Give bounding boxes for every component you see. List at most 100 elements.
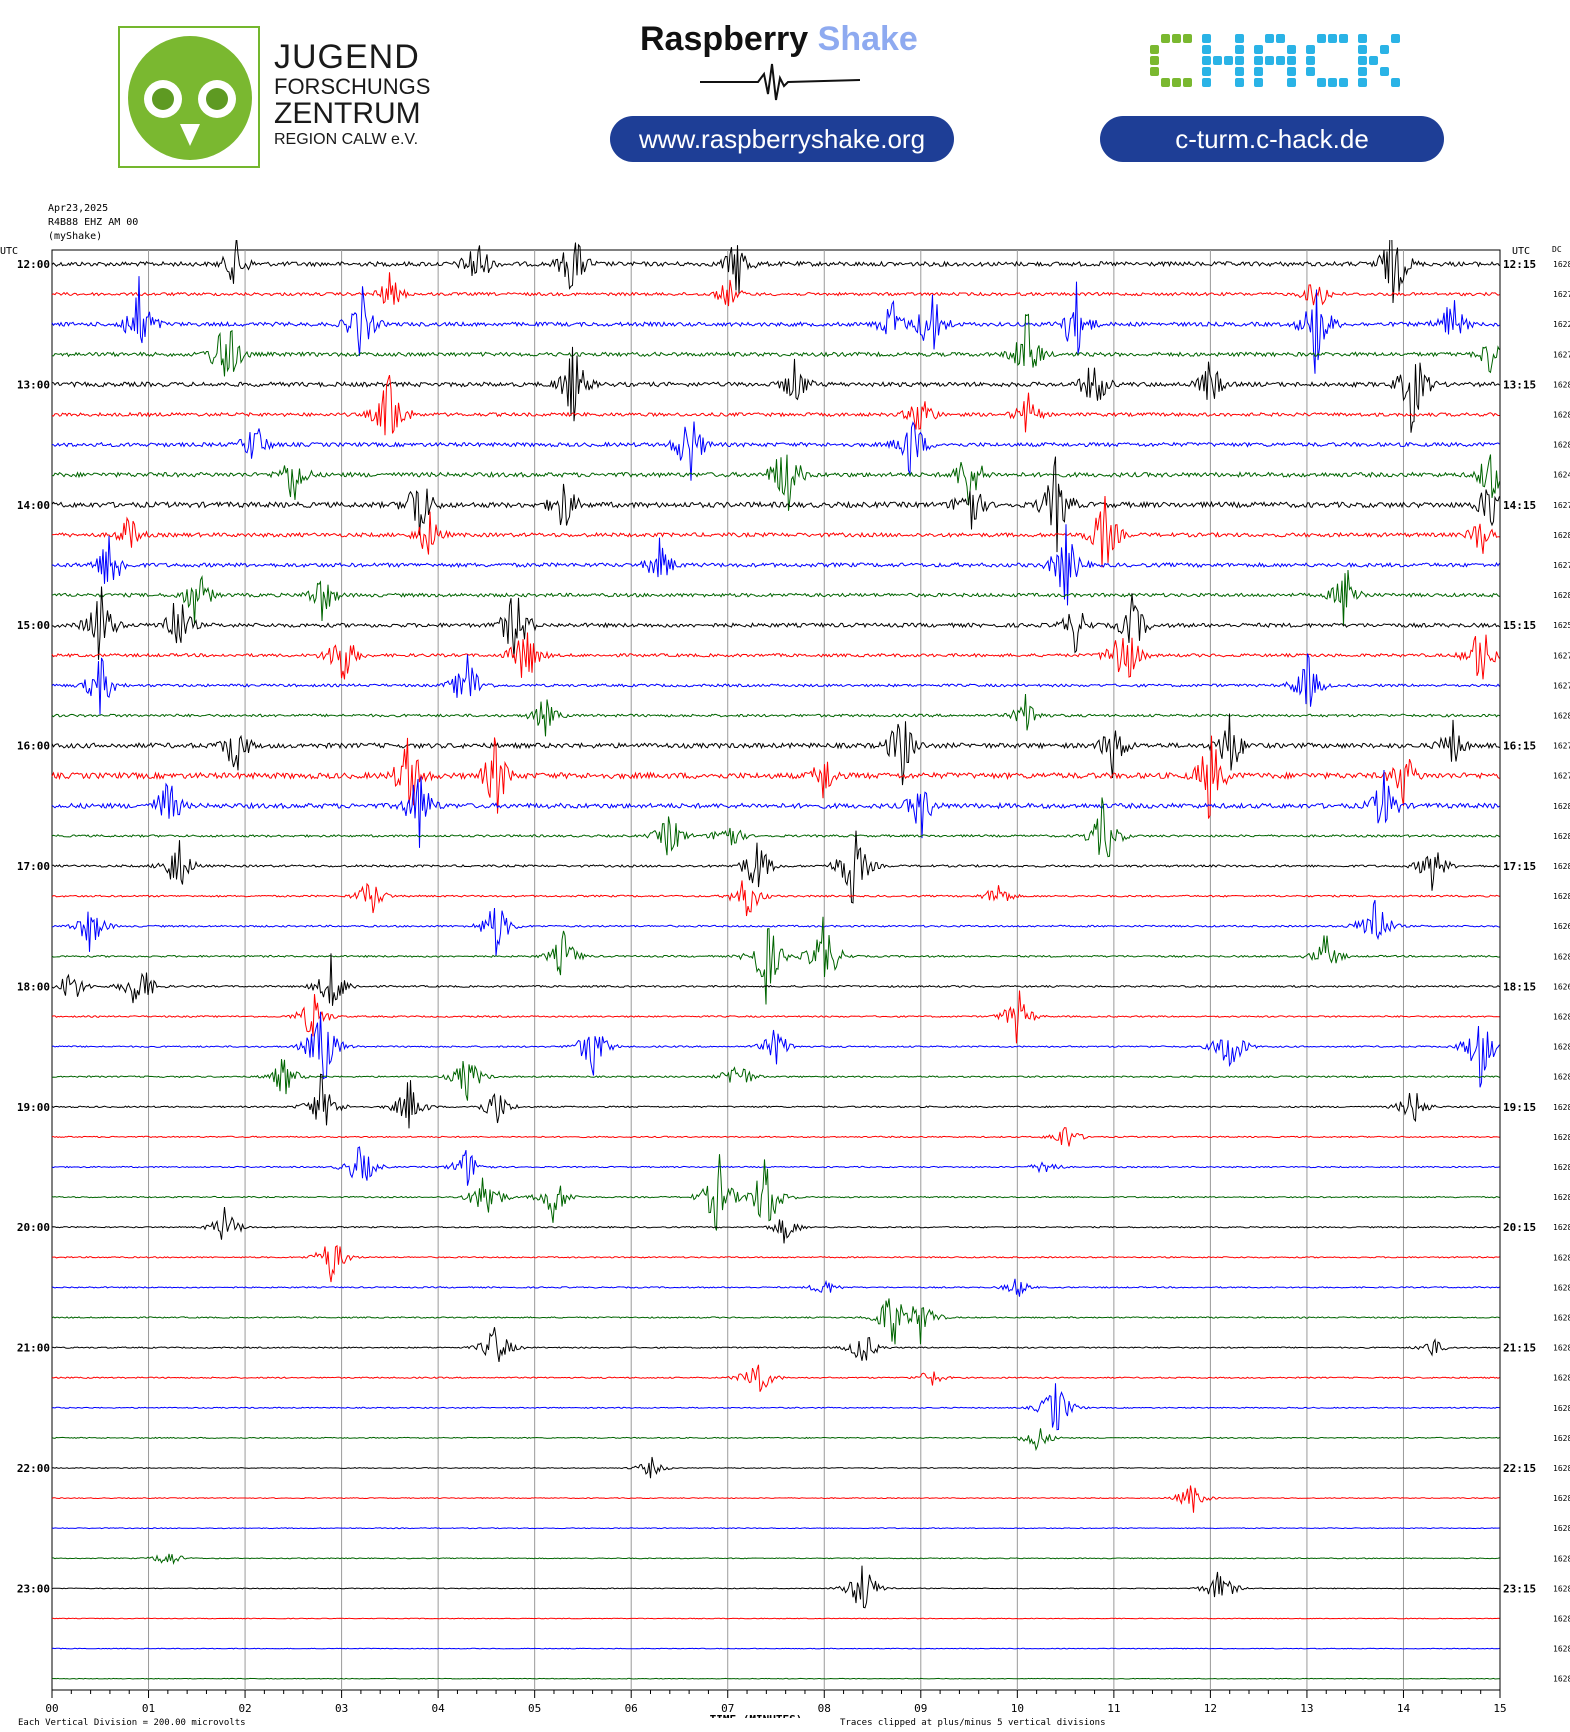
trace-line: [51, 240, 1500, 304]
dc-offset-label: 16286: [1553, 531, 1570, 540]
x-tick-label: 10: [1011, 1702, 1024, 1715]
dc-offset-label: 16270: [1553, 651, 1570, 660]
trace-line: [51, 1364, 1500, 1392]
hour-label-right: 16:15: [1503, 740, 1536, 753]
trace-line: [51, 456, 1500, 553]
dc-offset-label: 16283: [1553, 591, 1570, 600]
dc-offset-label: 16283: [1553, 1374, 1570, 1383]
dc-offset-label: 16285: [1553, 1494, 1570, 1503]
chack-logo: [1150, 34, 1400, 87]
x-tick-label: 05: [528, 1702, 541, 1715]
hour-label-left: 23:00: [17, 1582, 50, 1595]
trace-line: [51, 586, 1500, 660]
station-label: R4B88 EHZ AM 00: [48, 217, 139, 228]
dc-offset-label: 16285: [1553, 1103, 1570, 1112]
seismogram-wave-icon: [700, 63, 860, 101]
x-tick-label: 00: [45, 1702, 58, 1715]
hour-label-left: 18:00: [17, 980, 50, 993]
trace-line: [51, 495, 1500, 568]
dc-offset-label: 16284: [1553, 952, 1570, 961]
raspberryshake-link[interactable]: www.raspberryshake.org: [610, 116, 954, 162]
hour-label-left: 15:00: [17, 619, 50, 632]
trace-line: [51, 797, 1500, 858]
utc-left-label: UTC: [0, 246, 18, 257]
hour-label-left: 20:00: [17, 1221, 50, 1234]
trace-line: [51, 916, 1500, 1005]
hour-label-left: 21:00: [17, 1342, 50, 1355]
jfz-line2: FORSCHUNGS: [274, 74, 431, 99]
x-tick-label: 01: [142, 1702, 155, 1715]
x-tick-label: 06: [625, 1702, 638, 1715]
raspberry-shake-wordmark: Raspberry Shake: [640, 20, 918, 59]
trace-line: [51, 990, 1500, 1044]
trace-line: [51, 693, 1500, 737]
owl-icon: [118, 26, 260, 168]
trace-line: [51, 735, 1500, 819]
jfz-logo: JUGEND FORSCHUNGS ZENTRUM REGION CALW e.…: [118, 26, 430, 168]
trace-line: [51, 769, 1500, 848]
dc-offset-label: 16279: [1553, 681, 1570, 690]
dc-offset-label: 16284: [1553, 1193, 1570, 1202]
trace-line: [51, 1527, 1500, 1530]
trace-line: [51, 1428, 1500, 1452]
dc-offset-label: 16287: [1553, 380, 1570, 389]
trace-line: [51, 313, 1500, 377]
jfz-line4: REGION CALW e.V.: [274, 131, 419, 148]
trace-line: [51, 1565, 1500, 1609]
x-tick-label: 02: [238, 1702, 251, 1715]
trace-line: [51, 1298, 1500, 1345]
dc-offset-label: 16280: [1553, 1013, 1570, 1022]
hour-label-right: 17:15: [1503, 860, 1536, 873]
dc-offset-label: 16274: [1553, 350, 1570, 359]
dc-offset-label: 16286: [1553, 1675, 1570, 1684]
vertical-division-note: Each Vertical Division = 200.00 microvol…: [18, 1718, 246, 1728]
trace-line: [51, 1073, 1500, 1129]
dc-offset-label: 16285: [1553, 802, 1570, 811]
dc-offset-label: 16283: [1553, 1344, 1570, 1353]
x-tick-label: 03: [335, 1702, 348, 1715]
trace-line: [51, 1146, 1500, 1186]
trace-line: [52, 1553, 1500, 1565]
trace-line: [51, 1327, 1500, 1362]
trace-line: [51, 880, 1500, 917]
raspberry-word: Raspberry: [640, 20, 809, 58]
hour-label-right: 21:15: [1503, 1342, 1536, 1355]
dc-offset-label: 16288: [1553, 411, 1570, 420]
dc-offset-label: 16283: [1553, 1223, 1570, 1232]
x-tick-label: 13: [1300, 1702, 1313, 1715]
trace-line: [51, 569, 1500, 626]
clip-note: Traces clipped at plus/minus 5 vertical …: [840, 1718, 1106, 1728]
trace-line: [51, 524, 1500, 606]
x-tick-label: 09: [914, 1702, 927, 1715]
trace-line: [52, 830, 1500, 904]
jfz-line1: JUGEND: [274, 38, 420, 76]
dc-offset-label: 16285: [1553, 1314, 1570, 1323]
dc-offset-label: 16260: [1553, 982, 1570, 991]
dc-offset-label: 16277: [1553, 561, 1570, 570]
shake-word: Shake: [817, 20, 918, 58]
trace-line: [51, 632, 1500, 680]
hour-label-right: 15:15: [1503, 619, 1536, 632]
hour-label-left: 13:00: [17, 378, 50, 391]
hour-label-left: 19:00: [17, 1101, 50, 1114]
hour-label-left: 12:00: [17, 258, 50, 271]
hour-label-right: 23:15: [1503, 1582, 1536, 1595]
x-tick-label: 12: [1204, 1702, 1217, 1715]
dc-offset-label: 16279: [1553, 501, 1570, 510]
x-tick-label: 14: [1397, 1702, 1411, 1715]
dc-offset-label: 16283: [1553, 1464, 1570, 1473]
trace-line: [51, 1206, 1500, 1244]
trace-line: [51, 1485, 1500, 1513]
trace-line: [51, 1647, 1500, 1650]
hour-label-right: 19:15: [1503, 1101, 1536, 1114]
x-tick-label: 07: [721, 1702, 734, 1715]
chack-link[interactable]: c-turm.c-hack.de: [1100, 116, 1444, 162]
trace-line: [52, 1127, 1500, 1147]
trace-line: [51, 346, 1500, 433]
dc-offset-label: 16285: [1553, 1043, 1570, 1052]
hour-label-left: 16:00: [17, 740, 50, 753]
x-tick-label: 08: [818, 1702, 831, 1715]
